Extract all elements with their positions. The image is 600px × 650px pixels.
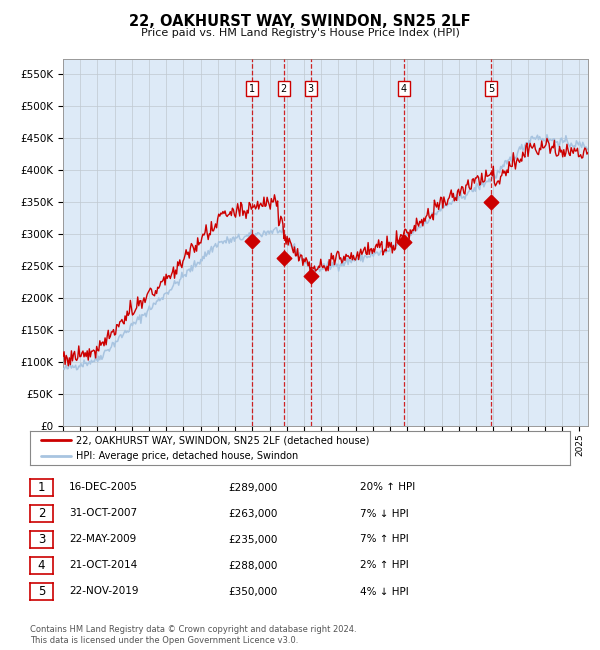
Point bbox=[487, 197, 496, 207]
Text: 22-NOV-2019: 22-NOV-2019 bbox=[69, 586, 139, 597]
Text: 20% ↑ HPI: 20% ↑ HPI bbox=[360, 482, 415, 493]
Text: HPI: Average price, detached house, Swindon: HPI: Average price, detached house, Swin… bbox=[76, 451, 298, 462]
Text: £288,000: £288,000 bbox=[228, 560, 277, 571]
Point bbox=[306, 270, 316, 281]
Text: 5: 5 bbox=[38, 585, 45, 598]
Text: 4% ↓ HPI: 4% ↓ HPI bbox=[360, 586, 409, 597]
Text: 1: 1 bbox=[248, 83, 255, 94]
Point bbox=[279, 253, 289, 263]
Text: 16-DEC-2005: 16-DEC-2005 bbox=[69, 482, 138, 493]
Text: £263,000: £263,000 bbox=[228, 508, 277, 519]
Text: 7% ↑ HPI: 7% ↑ HPI bbox=[360, 534, 409, 545]
Text: 2: 2 bbox=[38, 507, 45, 520]
Text: £350,000: £350,000 bbox=[228, 586, 277, 597]
Text: 3: 3 bbox=[38, 533, 45, 546]
Text: 3: 3 bbox=[308, 83, 314, 94]
Text: 22, OAKHURST WAY, SWINDON, SN25 2LF (detached house): 22, OAKHURST WAY, SWINDON, SN25 2LF (det… bbox=[76, 436, 369, 445]
Text: Contains HM Land Registry data © Crown copyright and database right 2024.
This d: Contains HM Land Registry data © Crown c… bbox=[30, 625, 356, 645]
Text: Price paid vs. HM Land Registry's House Price Index (HPI): Price paid vs. HM Land Registry's House … bbox=[140, 28, 460, 38]
Text: 2: 2 bbox=[281, 83, 287, 94]
Text: 7% ↓ HPI: 7% ↓ HPI bbox=[360, 508, 409, 519]
Text: 1: 1 bbox=[38, 481, 45, 494]
Text: 2% ↑ HPI: 2% ↑ HPI bbox=[360, 560, 409, 571]
Text: £289,000: £289,000 bbox=[228, 482, 277, 493]
Text: 4: 4 bbox=[38, 559, 45, 572]
Text: 21-OCT-2014: 21-OCT-2014 bbox=[69, 560, 137, 571]
Text: 22-MAY-2009: 22-MAY-2009 bbox=[69, 534, 136, 545]
Text: £235,000: £235,000 bbox=[228, 534, 277, 545]
Point bbox=[247, 236, 256, 246]
Text: 4: 4 bbox=[401, 83, 407, 94]
Text: 5: 5 bbox=[488, 83, 494, 94]
Text: 31-OCT-2007: 31-OCT-2007 bbox=[69, 508, 137, 519]
Text: 22, OAKHURST WAY, SWINDON, SN25 2LF: 22, OAKHURST WAY, SWINDON, SN25 2LF bbox=[129, 14, 471, 29]
Point bbox=[399, 237, 409, 247]
